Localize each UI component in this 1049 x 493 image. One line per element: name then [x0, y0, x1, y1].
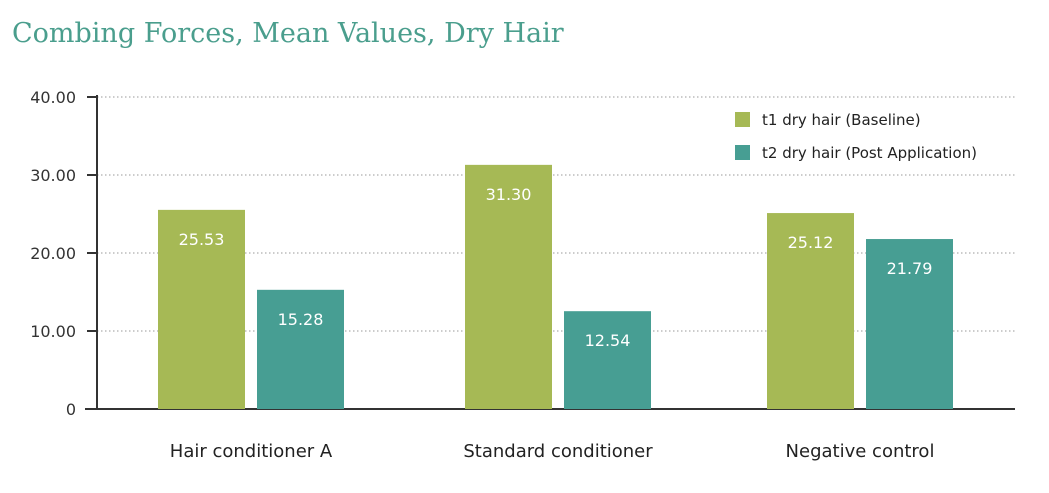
legend-swatch [735, 112, 750, 127]
legend: t1 dry hair (Baseline) t2 dry hair (Post … [735, 111, 977, 162]
legend-label: t1 dry hair (Baseline) [762, 111, 921, 129]
y-tick-label: 20.00 [30, 244, 76, 263]
bars [158, 164, 953, 409]
category-label: Standard conditioner [463, 441, 653, 462]
chart-title: Combing Forces, Mean Values, Dry Hair [12, 18, 564, 49]
legend-label: t2 dry hair (Post Application) [762, 144, 977, 162]
bar-value-label: 12.54 [585, 331, 631, 350]
bar [257, 289, 344, 409]
bar [564, 311, 651, 409]
y-tick-label: 0 [66, 400, 76, 419]
bar [767, 213, 854, 409]
gridlines [97, 96, 1015, 332]
bar [465, 164, 552, 409]
bar-value-label: 21.79 [887, 259, 933, 278]
bar-value-label: 31.30 [486, 185, 532, 204]
category-label: Hair conditioner A [170, 441, 333, 462]
legend-swatch [735, 145, 750, 160]
y-tick-label: 10.00 [30, 322, 76, 341]
y-tick-label: 30.00 [30, 166, 76, 185]
category-label: Negative control [786, 441, 935, 462]
y-tick-label: 40.00 [30, 88, 76, 107]
labels: 25.53 15.28 Hair conditioner A 31.30 12.54 St… [170, 185, 935, 462]
bar [158, 209, 245, 409]
bar-value-label: 15.28 [278, 310, 324, 329]
bar-value-label: 25.53 [179, 230, 225, 249]
bar-value-label: 25.12 [788, 233, 834, 252]
bar [866, 239, 953, 409]
